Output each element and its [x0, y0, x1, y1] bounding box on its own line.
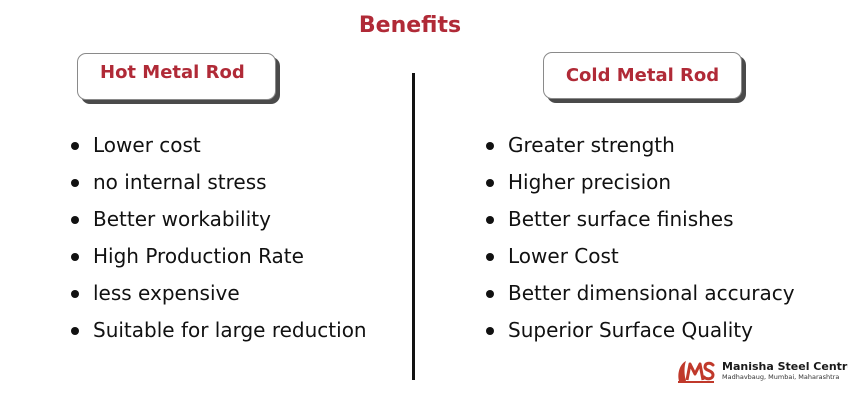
list-item-label: Superior Surface Quality	[508, 318, 753, 342]
hot-metal-rod-benefits-list: Lower cost no internal stress Better wor…	[71, 127, 367, 349]
column-divider	[412, 73, 415, 380]
list-item: Superior Surface Quality	[486, 312, 795, 349]
bullet-icon	[486, 289, 494, 298]
list-item: Better surface finishes	[486, 201, 795, 238]
bullet-icon	[71, 289, 79, 298]
company-logo: Manisha Steel Centre Madhavbaug, Mumbai,…	[676, 358, 848, 384]
bullet-icon	[71, 178, 79, 187]
list-item: Higher precision	[486, 164, 795, 201]
hot-metal-rod-header-label: Hot Metal Rod	[100, 62, 245, 83]
list-item-label: High Production Rate	[93, 244, 304, 268]
list-item-label: Lower Cost	[508, 244, 619, 268]
bullet-icon	[71, 141, 79, 150]
list-item: Greater strength	[486, 127, 795, 164]
bullet-icon	[71, 326, 79, 335]
bullet-icon	[71, 252, 79, 261]
list-item-label: Better workability	[93, 207, 271, 231]
list-item: Better workability	[71, 201, 367, 238]
cold-metal-rod-header-label: Cold Metal Rod	[565, 65, 720, 86]
list-item: Lower Cost	[486, 238, 795, 275]
list-item-label: Better dimensional accuracy	[508, 281, 795, 305]
list-item-label: Higher precision	[508, 170, 672, 194]
bullet-icon	[486, 252, 494, 261]
company-address: Madhavbaug, Mumbai, Maharashtra	[722, 373, 840, 381]
list-item-label: Greater strength	[508, 133, 675, 157]
list-item: High Production Rate	[71, 238, 367, 275]
list-item: less expensive	[71, 275, 367, 312]
list-item-label: Better surface finishes	[508, 207, 734, 231]
list-item: Lower cost	[71, 127, 367, 164]
page-title: Benefits	[358, 13, 462, 38]
manisha-steel-logo-icon	[678, 361, 715, 383]
bullet-icon	[71, 215, 79, 224]
list-item: no internal stress	[71, 164, 367, 201]
hot-metal-rod-header: Hot Metal Rod	[77, 53, 276, 100]
bullet-icon	[486, 326, 494, 335]
list-item-label: Lower cost	[93, 133, 201, 157]
cold-metal-rod-header: Cold Metal Rod	[543, 52, 742, 99]
list-item: Suitable for large reduction	[71, 312, 367, 349]
bullet-icon	[486, 178, 494, 187]
list-item-label: Suitable for large reduction	[93, 318, 367, 342]
list-item-label: no internal stress	[93, 170, 267, 194]
cold-metal-rod-benefits-list: Greater strength Higher precision Better…	[486, 127, 795, 349]
list-item: Better dimensional accuracy	[486, 275, 795, 312]
company-name: Manisha Steel Centre	[722, 360, 848, 373]
list-item-label: less expensive	[93, 281, 240, 305]
bullet-icon	[486, 215, 494, 224]
bullet-icon	[486, 141, 494, 150]
